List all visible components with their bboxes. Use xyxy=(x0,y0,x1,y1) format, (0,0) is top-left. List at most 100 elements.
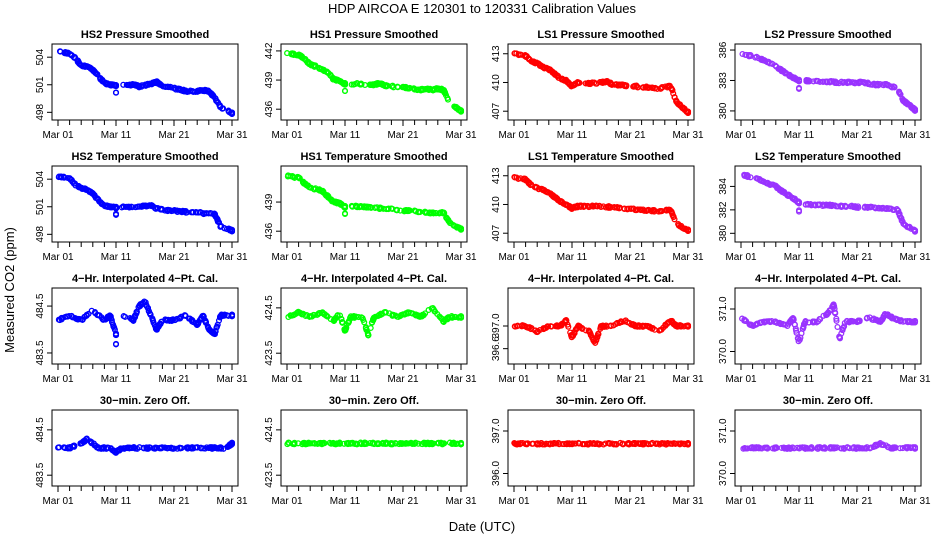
x-tick-label: Mar 31 xyxy=(672,374,704,385)
data-point xyxy=(308,62,315,69)
x-tick-label: Mar 01 xyxy=(271,496,303,507)
y-tick-label: 501 xyxy=(35,198,46,215)
data-point xyxy=(565,323,572,330)
data-point xyxy=(336,200,343,208)
data-point xyxy=(341,81,349,88)
data-point xyxy=(202,210,209,217)
x-tick-label: Mar 01 xyxy=(271,130,303,141)
data-point xyxy=(831,303,838,310)
panel-2: HS1 Pressure Smoothed Mar 01 Mar 11 Mar 21 M… xyxy=(264,29,477,141)
y-tick-label: 498 xyxy=(35,104,46,121)
data-point xyxy=(393,207,400,214)
panel-title: 30−min. Zero Off. xyxy=(329,395,419,407)
data-point xyxy=(766,181,773,188)
data-point xyxy=(206,326,213,333)
data-point xyxy=(168,317,175,324)
x-tick-label: Mar 01 xyxy=(498,130,530,141)
data-point xyxy=(179,207,186,214)
panel-12: 4−Hr. Interpolated 4−Pt. Cal. Mar 01 Mar 1… xyxy=(718,273,931,385)
x-tick-label: Mar 21 xyxy=(841,252,873,263)
data-point xyxy=(228,312,236,319)
data-point xyxy=(301,55,309,63)
panel-title: HS1 Temperature Smoothed xyxy=(300,151,447,163)
data-point xyxy=(97,75,104,82)
data-point xyxy=(769,60,776,68)
data-point xyxy=(175,315,183,322)
data-point xyxy=(540,63,547,70)
y-tick-label: 439 xyxy=(264,71,275,88)
data-point xyxy=(403,207,410,214)
data-point xyxy=(580,203,588,210)
x-tick-label: Mar 21 xyxy=(841,496,873,507)
y-tick-label: 424.5 xyxy=(264,417,275,442)
x-tick-label: Mar 31 xyxy=(445,130,477,141)
data-point xyxy=(406,84,413,91)
data-point xyxy=(220,312,227,319)
panel-9: 4−Hr. Interpolated 4−Pt. Cal. Mar 01 Mar 1… xyxy=(35,273,248,385)
data-point xyxy=(671,216,678,223)
x-axis-label: Date (UTC) xyxy=(449,519,515,534)
x-tick-label: Mar 21 xyxy=(158,252,190,263)
data-point xyxy=(884,311,891,318)
data-point xyxy=(162,83,169,90)
panel-4: LS2 Pressure Smoothed Mar 01 Mar 11 Mar 21 M… xyxy=(718,29,931,141)
y-tick-label: 483.5 xyxy=(35,340,46,365)
data-point xyxy=(547,66,554,73)
data-point xyxy=(791,195,798,202)
data-point xyxy=(614,204,621,211)
data-point xyxy=(228,226,236,233)
data-point xyxy=(316,65,323,73)
data-point xyxy=(457,313,465,321)
y-tick-label: 396.6 xyxy=(491,336,502,361)
data-point xyxy=(108,317,115,324)
data-point xyxy=(552,194,559,201)
data-point xyxy=(559,76,567,83)
data-point xyxy=(795,207,803,214)
data-point xyxy=(911,107,919,114)
x-tick-label: Mar 11 xyxy=(557,252,588,263)
data-point xyxy=(896,89,903,96)
data-point xyxy=(833,315,840,322)
y-tick-label: 501 xyxy=(35,76,46,93)
data-point xyxy=(586,80,593,87)
data-point xyxy=(162,316,169,323)
x-tick-label: Mar 31 xyxy=(216,374,248,385)
data-point xyxy=(123,203,130,210)
x-tick-label: Mar 11 xyxy=(330,252,361,263)
y-tick-label: 484.5 xyxy=(35,417,46,442)
y-tick-label: 407 xyxy=(491,102,502,119)
x-tick-label: Mar 11 xyxy=(557,130,588,141)
data-point xyxy=(558,322,565,329)
data-point xyxy=(819,78,826,85)
data-point xyxy=(75,315,82,322)
data-point xyxy=(826,78,834,85)
panel-title: LS2 Pressure Smoothed xyxy=(764,29,891,41)
panel-title: 4−Hr. Interpolated 4−Pt. Cal. xyxy=(528,273,674,285)
data-point xyxy=(878,205,885,212)
x-tick-label: Mar 11 xyxy=(557,496,588,507)
data-point xyxy=(612,321,619,328)
x-tick-label: Mar 11 xyxy=(784,252,815,263)
panel-7: LS1 Temperature Smoothed Mar 01 Mar 11 Mar … xyxy=(491,151,704,263)
data-point xyxy=(603,322,610,329)
data-point xyxy=(595,331,602,338)
data-point xyxy=(839,326,846,333)
panel-title: LS2 Temperature Smoothed xyxy=(755,151,901,163)
data-point xyxy=(806,78,813,85)
data-point xyxy=(863,315,870,322)
data-point xyxy=(547,323,554,330)
x-tick-label: Mar 31 xyxy=(899,130,931,141)
data-point xyxy=(341,210,349,218)
x-tick-label: Mar 21 xyxy=(158,130,190,141)
data-point xyxy=(569,332,577,340)
data-point xyxy=(406,207,413,214)
x-tick-label: Mar 31 xyxy=(216,496,248,507)
data-point xyxy=(183,88,190,95)
figure-title: HDP AIRCOA E 120301 to 120331 Calibratio… xyxy=(328,1,637,16)
y-tick-label: 504 xyxy=(35,170,46,187)
y-tick-label: 407 xyxy=(491,224,502,241)
data-point xyxy=(896,210,903,218)
x-tick-label: Mar 21 xyxy=(614,252,646,263)
data-point xyxy=(892,316,899,323)
data-point xyxy=(743,172,750,180)
